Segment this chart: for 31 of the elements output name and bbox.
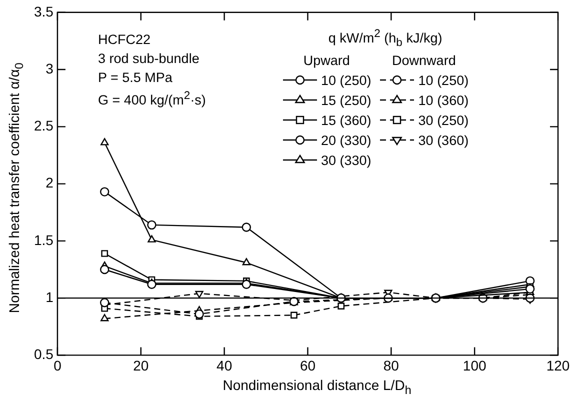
annotation: HCFC22 — [98, 31, 152, 49]
legend-label: 15 (250) — [321, 92, 372, 108]
x-tick-label: 100 — [462, 357, 486, 374]
x-tick-label: 120 — [546, 357, 570, 374]
y-tick-label: 3.5 — [34, 3, 54, 20]
annotation: G = 400 kg/(m$^{2}$·s) — [98, 89, 206, 110]
legend-label: 30 (360) — [418, 132, 469, 148]
legend-title: q kW/m$^{2}$ (h$_{b}$ kJ/kg) — [327, 28, 444, 50]
y-tick-label: 1.5 — [34, 232, 54, 248]
legend-label: 10 (250) — [418, 72, 469, 88]
legend-label: 15 (360) — [321, 112, 372, 128]
annotation: P = 5.5 MPa — [98, 69, 174, 87]
legend-label: 10 (250) — [321, 72, 372, 88]
y-tick-label: 2.5 — [34, 118, 54, 134]
y-tick-label: 0.5 — [34, 346, 54, 362]
annotation: 3 rod sub-bundle — [98, 50, 200, 68]
x-tick-label: 40 — [216, 357, 232, 374]
legend-label: 10 (360) — [418, 92, 469, 108]
legend-label: 20 (330) — [321, 132, 372, 148]
x-axis-title: Nondimensional distance L/D$_{h}$ — [222, 377, 412, 397]
x-tick-label: 60 — [300, 357, 316, 374]
x-tick-label: 20 — [133, 357, 149, 374]
y-tick-label: 2 — [46, 174, 54, 191]
y-tick-label: 3 — [46, 60, 54, 76]
y-tick-label: 1 — [46, 288, 54, 305]
annotation: Upward — [302, 53, 351, 68]
legend-label: 30 (330) — [321, 152, 372, 168]
x-tick-label: 0 — [54, 357, 62, 374]
annotation: Downward — [391, 53, 457, 68]
legend-label: 30 (250) — [418, 112, 469, 128]
x-tick-label: 80 — [383, 357, 400, 374]
